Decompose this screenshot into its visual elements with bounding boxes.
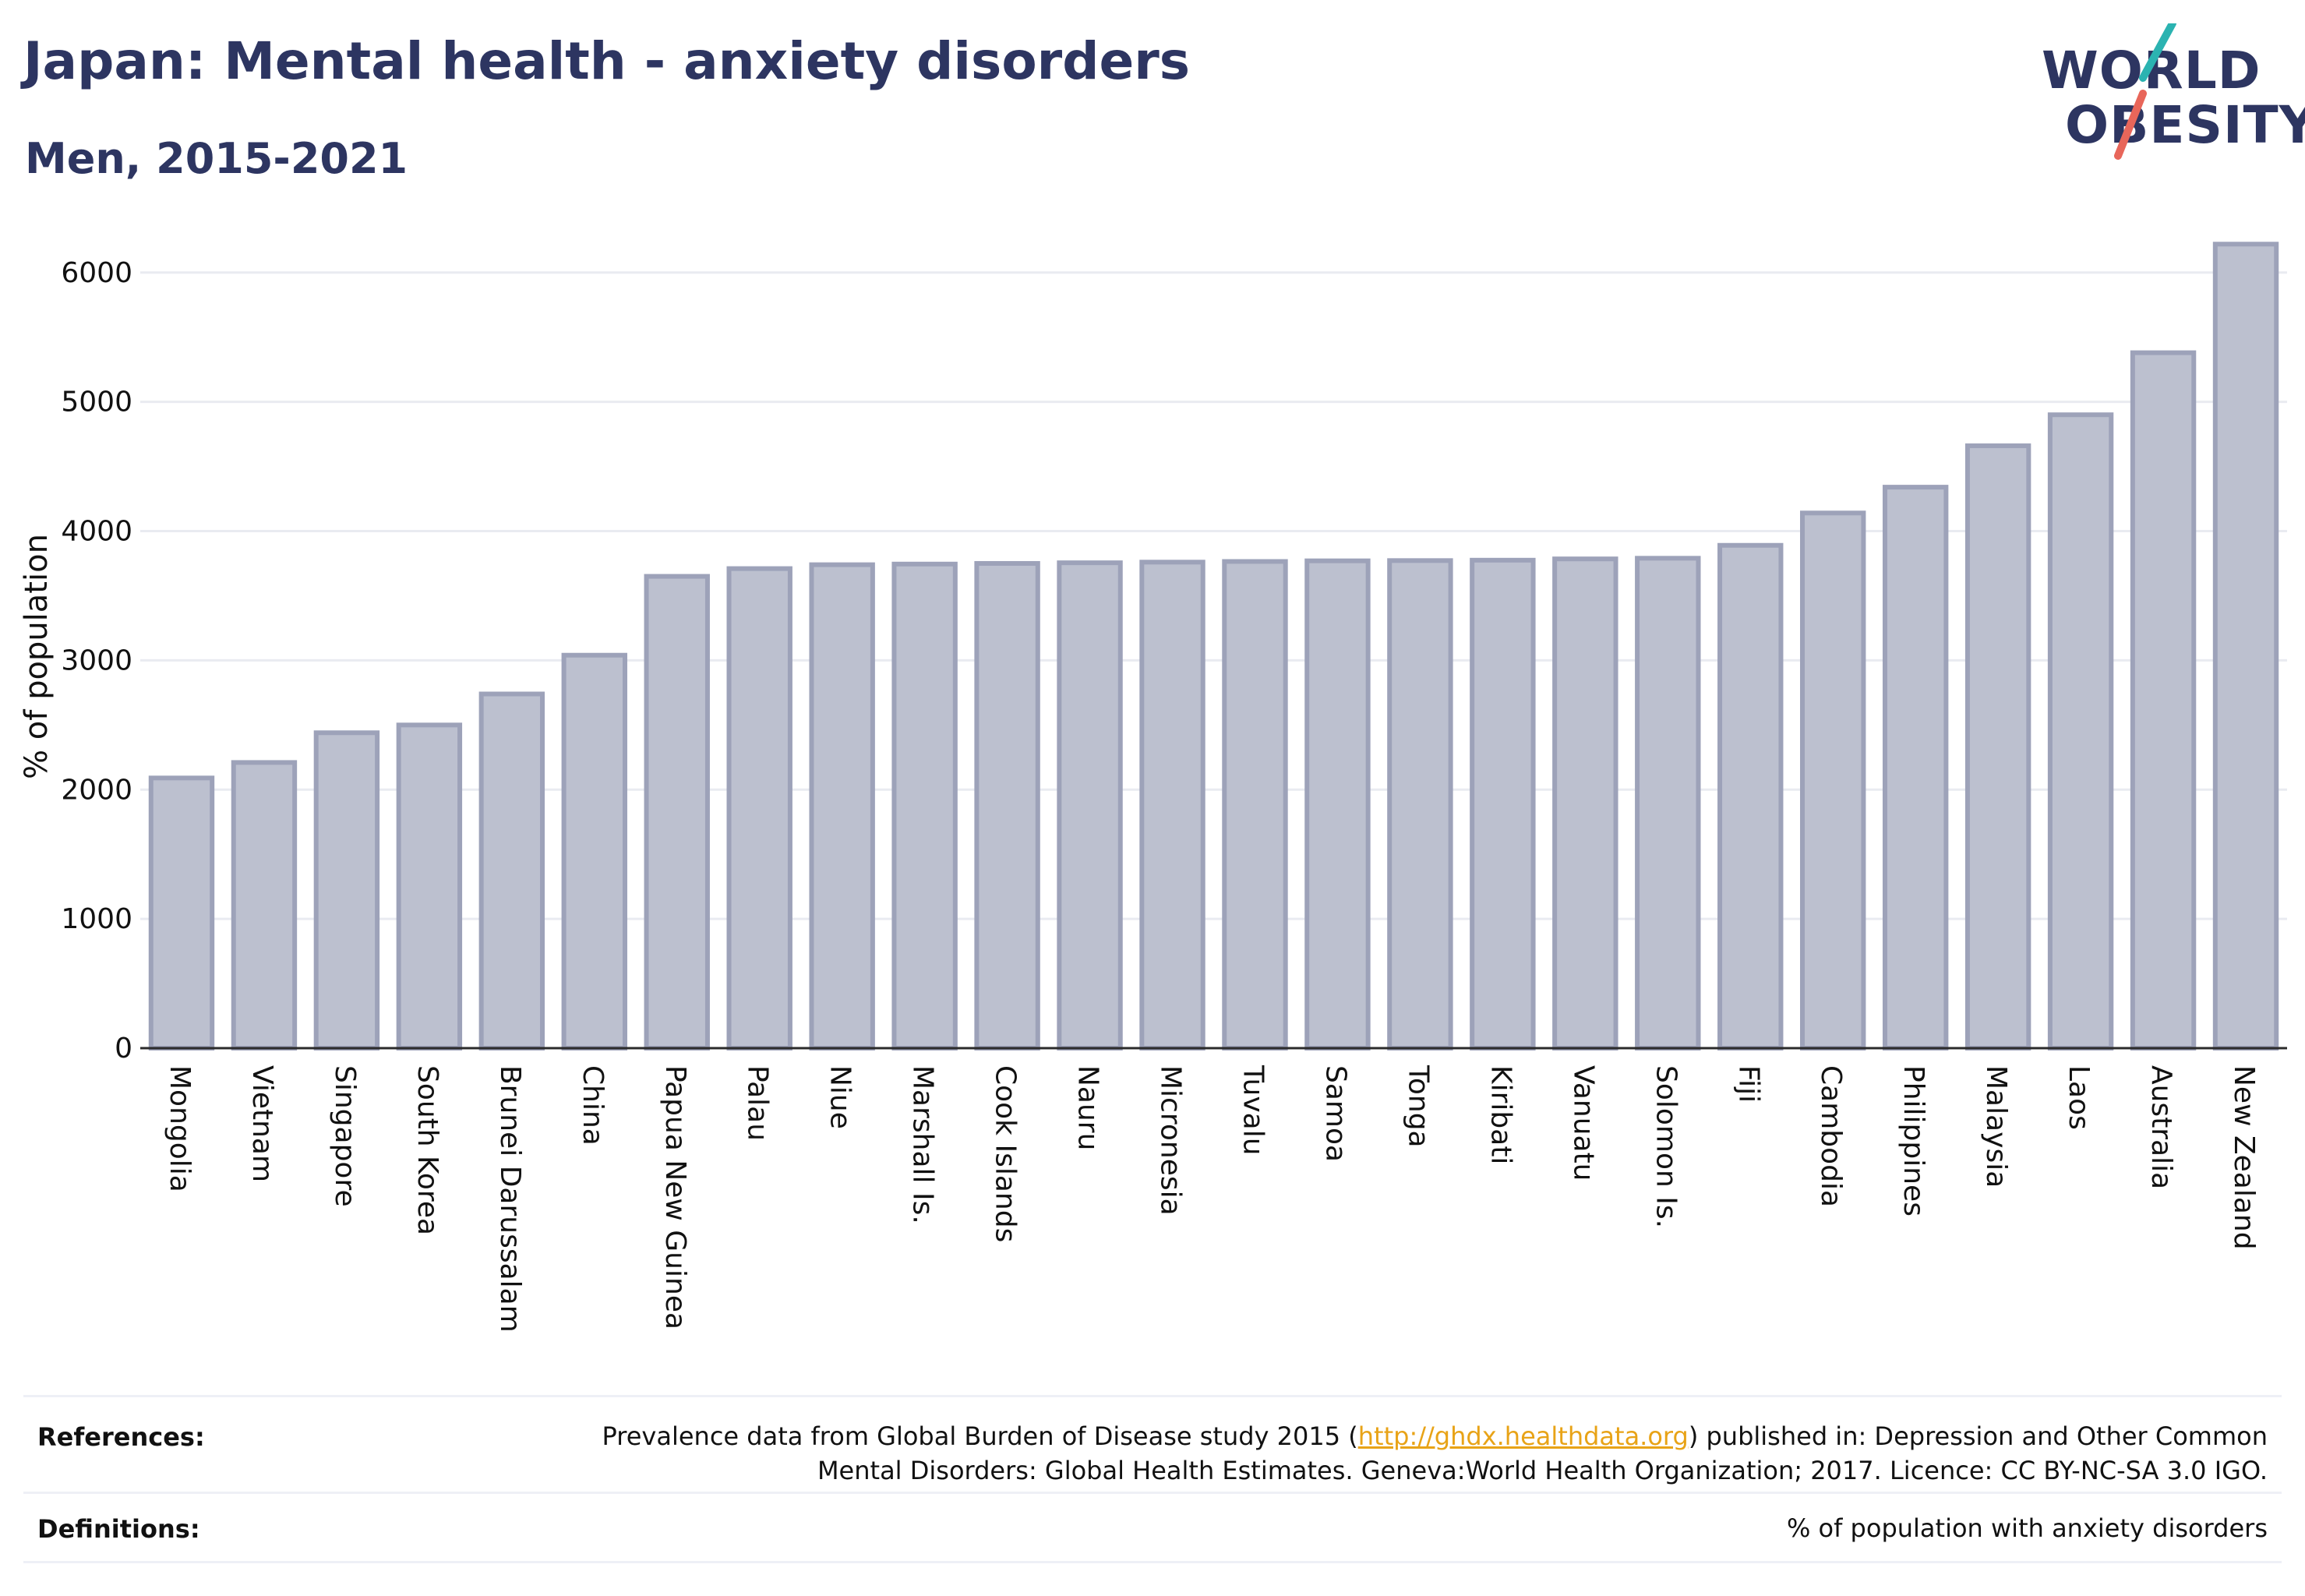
references-text-post: ) published in: Depression and Other Com… — [1688, 1421, 2268, 1451]
references-text-pre: Prevalence data from Global Burden of Di… — [602, 1421, 1358, 1451]
x-axis-labels: Mongolia Vietnam Singapore South Korea Brune… — [164, 1065, 2260, 1333]
y-tick-label: 3000 — [61, 644, 132, 676]
references-text: Prevalence data from Global Burden of Di… — [602, 1419, 2268, 1488]
bar — [1882, 485, 1949, 1050]
definitions-label: Definitions: — [37, 1514, 200, 1544]
x-tick-label: New Zealand — [2228, 1065, 2260, 1250]
y-axis-ticks: 0 1000 2000 3000 4000 5000 6000 — [61, 257, 132, 1065]
x-tick-label: Palau — [742, 1065, 774, 1141]
bar — [396, 722, 463, 1050]
definitions-text: % of population with anxiety disorders — [1786, 1513, 2268, 1543]
x-tick-label: Cambodia — [1815, 1065, 1847, 1207]
bar — [313, 730, 380, 1050]
x-tick-label: Philippines — [1897, 1065, 1929, 1216]
bar — [561, 652, 627, 1050]
references-row: References: Prevalence data from Global … — [23, 1395, 2282, 1494]
y-tick-label: 0 — [115, 1033, 132, 1065]
x-tick-label: Laos — [2063, 1065, 2095, 1130]
y-tick-label: 4000 — [61, 516, 132, 548]
bar — [2212, 242, 2279, 1050]
bar — [644, 574, 710, 1050]
x-tick-label: Tuvalu — [1237, 1065, 1269, 1156]
x-tick-label: Malaysia — [1980, 1065, 2012, 1188]
x-tick-label: South Korea — [411, 1065, 443, 1235]
bar — [1717, 542, 1784, 1050]
bar — [148, 775, 215, 1050]
bar — [1470, 557, 1536, 1050]
bar — [1964, 443, 2031, 1050]
grid-lines — [140, 271, 2287, 1050]
references-label: References: — [37, 1422, 205, 1452]
x-tick-label: Cook Islands — [990, 1065, 1022, 1242]
x-tick-label: Vietnam — [246, 1065, 278, 1182]
bar — [2047, 412, 2114, 1050]
bar — [1222, 559, 1288, 1050]
bars — [148, 242, 2279, 1051]
bar — [478, 691, 545, 1050]
y-tick-label: 2000 — [61, 774, 132, 806]
x-tick-label: Micronesia — [1155, 1065, 1187, 1216]
x-tick-label: China — [577, 1065, 609, 1146]
x-tick-label: Samoa — [1319, 1065, 1351, 1162]
y-tick-label: 5000 — [61, 387, 132, 418]
bar — [2130, 350, 2197, 1051]
x-tick-label: Papua New Guinea — [659, 1065, 691, 1329]
x-tick-label: Brunei Darussalam — [494, 1065, 526, 1333]
chart-subtitle: Men, 2015-2021 — [25, 134, 408, 183]
y-tick-label: 1000 — [61, 903, 132, 935]
x-tick-label: Niue — [824, 1065, 856, 1129]
logo-slash-icon — [2114, 23, 2176, 160]
bar — [891, 561, 958, 1050]
x-tick-label: Fiji — [1732, 1065, 1764, 1103]
x-tick-label: Marshall Is. — [907, 1065, 939, 1224]
bar-chart: 0 1000 2000 3000 4000 5000 6000 Mongolia Vietna… — [19, 242, 2287, 1333]
bar — [1800, 510, 1866, 1050]
bar — [1139, 560, 1205, 1050]
x-tick-label: Singapore — [329, 1065, 361, 1207]
y-tick-label: 6000 — [61, 257, 132, 289]
x-tick-label: Solomon Is. — [1650, 1065, 1682, 1228]
bar — [1387, 558, 1453, 1050]
references-link[interactable]: http://ghdx.healthdata.org — [1357, 1421, 1689, 1451]
definitions-row: Definitions: % of population with anxiet… — [23, 1492, 2282, 1563]
y-axis-label: % of population — [19, 534, 55, 779]
bar — [974, 560, 1040, 1050]
bar — [1304, 558, 1371, 1050]
x-tick-label: Kiribati — [1484, 1065, 1516, 1164]
logo-text-obesity: OBESITY — [2065, 95, 2305, 155]
x-tick-label: Vanuatu — [1567, 1065, 1599, 1181]
bar — [1057, 560, 1123, 1050]
x-tick-label: Australia — [2145, 1065, 2177, 1189]
x-tick-label: Mongolia — [164, 1065, 196, 1192]
bar — [1552, 556, 1618, 1050]
bar — [231, 760, 298, 1051]
world-obesity-logo: WORLD OBESITY — [2042, 23, 2305, 164]
bar — [726, 566, 792, 1050]
chart-title: Japan: Mental health - anxiety disorders — [23, 31, 1191, 91]
x-tick-label: Tonga — [1402, 1065, 1434, 1148]
bar — [809, 562, 875, 1050]
bar — [1635, 556, 1701, 1050]
x-tick-label: Nauru — [1072, 1065, 1104, 1150]
references-text-line2: Mental Disorders: Global Health Estimate… — [817, 1456, 2268, 1485]
